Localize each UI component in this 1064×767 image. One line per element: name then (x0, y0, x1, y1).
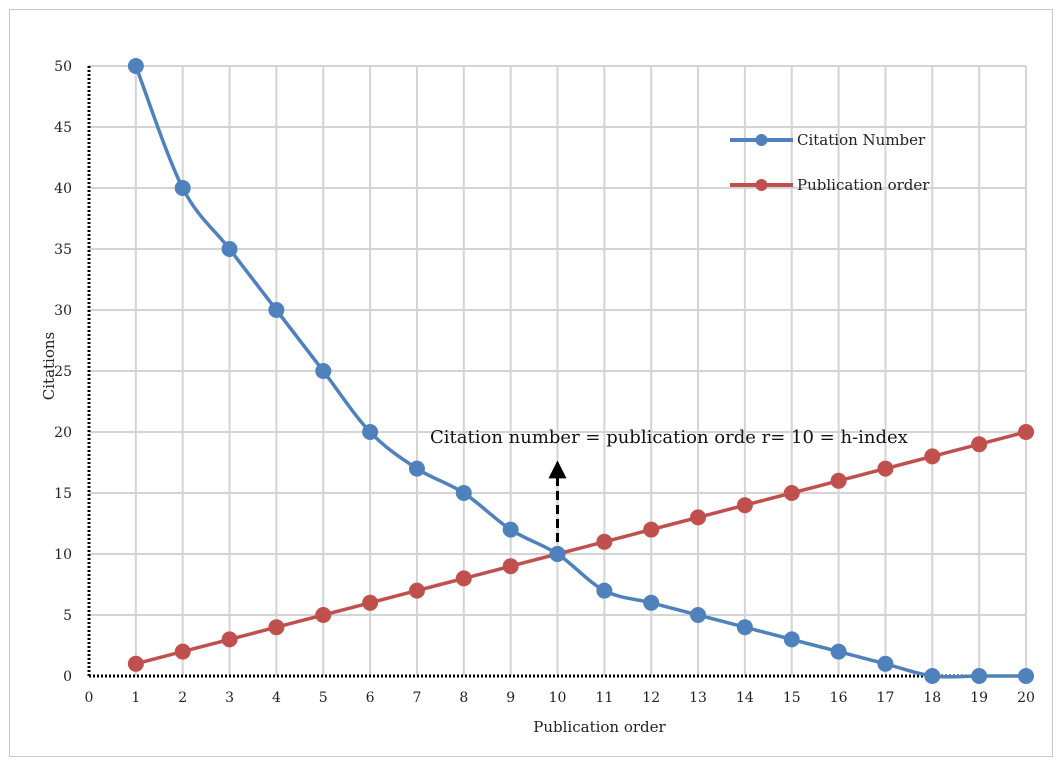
y-tick-label: 20 (54, 425, 72, 441)
data-point (924, 448, 941, 465)
data-point (502, 521, 519, 538)
x-tick-label: 5 (319, 690, 328, 706)
data-point (174, 643, 191, 660)
data-point (408, 460, 425, 477)
data-point (315, 607, 332, 623)
data-point (549, 546, 566, 562)
data-point (455, 485, 472, 501)
data-point (221, 631, 238, 648)
y-tick-label: 0 (63, 669, 72, 685)
data-point (127, 655, 144, 672)
gridlines (89, 65, 1027, 676)
x-tick-label: 13 (689, 690, 707, 706)
legend-label: Publication order (797, 176, 930, 194)
data-point (736, 619, 753, 636)
data-point (643, 594, 660, 611)
data-point (455, 570, 472, 587)
x-tick-label: 11 (595, 690, 613, 706)
x-tick-label: 1 (131, 690, 140, 706)
data-point (690, 509, 707, 526)
data-point (596, 582, 613, 599)
annotation-arrow-head (548, 460, 567, 479)
y-tick-label: 50 (54, 59, 72, 75)
data-point (690, 607, 707, 623)
data-point (502, 558, 519, 575)
x-tick-label: 9 (506, 690, 515, 706)
data-point (971, 668, 988, 684)
data-point (1018, 424, 1034, 440)
series-group (127, 424, 1034, 672)
x-tick-label: 0 (85, 690, 94, 706)
data-point (174, 180, 191, 196)
data-point (830, 643, 847, 660)
series-lines (127, 58, 1034, 684)
data-point (127, 58, 144, 74)
x-tick-label: 18 (923, 690, 941, 706)
legend-label: Citation Number (797, 131, 926, 149)
x-tick-label: 6 (366, 690, 375, 706)
x-tick-label: 4 (272, 690, 281, 706)
x-tick-label: 8 (459, 690, 468, 706)
data-point (783, 631, 800, 648)
legend-marker (755, 179, 768, 191)
data-point (362, 594, 379, 611)
tick-labels: 0 1 2 3 4 5 6 7 8 9 10 11 12 13 14 15 16 17 18 19 2005101520… (54, 59, 1035, 706)
data-point (877, 460, 894, 477)
x-tick-label: 19 (970, 690, 988, 706)
axes (87, 66, 1026, 678)
data-point (1018, 668, 1034, 684)
y-tick-label: 35 (54, 242, 72, 258)
data-point (643, 521, 660, 538)
x-tick-label: 2 (178, 690, 187, 706)
x-tick-label: 14 (736, 690, 754, 706)
data-point (221, 241, 238, 257)
x-tick-label: 17 (877, 690, 895, 706)
y-tick-label: 5 (63, 608, 72, 624)
y-axis-title: Citations (40, 332, 58, 400)
data-point (268, 302, 285, 318)
x-tick-label: 3 (225, 690, 234, 706)
y-tick-label: 15 (54, 486, 72, 502)
x-tick-label: 12 (642, 690, 660, 706)
legend-marker (755, 134, 768, 146)
x-tick-label: 15 (783, 690, 801, 706)
data-point (830, 472, 847, 489)
y-tick-label: 40 (54, 181, 72, 197)
data-point (924, 668, 941, 684)
y-tick-label: 25 (54, 364, 72, 380)
series-group (127, 58, 1034, 684)
legend-entry: Publication order (730, 176, 930, 194)
data-point (971, 436, 988, 453)
x-axis-title: Publication order (533, 718, 666, 736)
legend-entry: Citation Number (730, 131, 926, 149)
y-tick-label: 10 (54, 547, 72, 563)
data-point (783, 485, 800, 501)
y-tick-label: 30 (54, 303, 72, 319)
data-point (877, 655, 894, 672)
y-tick-label: 45 (54, 120, 72, 136)
x-tick-label: 10 (549, 690, 567, 706)
data-point (736, 497, 753, 514)
x-tick-label: 7 (412, 690, 421, 706)
x-tick-label: 16 (830, 690, 848, 706)
data-point (268, 619, 285, 636)
data-point (408, 582, 425, 599)
annotation: Citation number = publication orde r= 10… (430, 427, 908, 542)
data-point (315, 363, 332, 379)
data-point (362, 424, 379, 440)
legend: Citation Number Publication order (730, 131, 930, 194)
x-tick-label: 20 (1017, 690, 1035, 706)
annotation-text: Citation number = publication orde r= 10… (430, 427, 908, 448)
data-point (596, 533, 613, 550)
